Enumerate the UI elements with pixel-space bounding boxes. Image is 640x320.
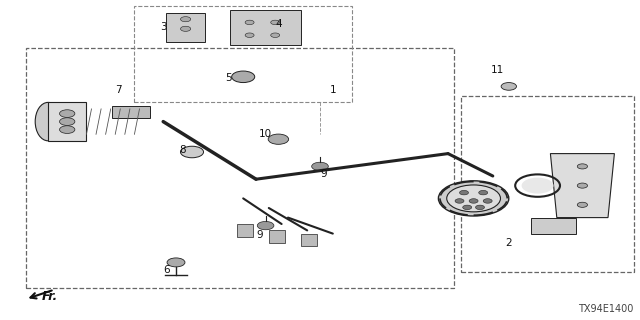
- Text: 3: 3: [160, 22, 166, 32]
- Circle shape: [312, 162, 328, 171]
- Circle shape: [501, 83, 516, 90]
- Text: 9: 9: [320, 169, 326, 180]
- Circle shape: [522, 178, 554, 194]
- Circle shape: [60, 118, 75, 125]
- Circle shape: [463, 205, 472, 210]
- Circle shape: [455, 199, 464, 203]
- Polygon shape: [48, 102, 86, 141]
- Circle shape: [438, 181, 509, 216]
- Text: 10: 10: [259, 129, 272, 140]
- Circle shape: [257, 221, 274, 230]
- Polygon shape: [237, 224, 253, 237]
- Text: TX94E1400: TX94E1400: [578, 304, 634, 314]
- Polygon shape: [531, 218, 576, 234]
- Circle shape: [60, 126, 75, 133]
- Circle shape: [60, 110, 75, 117]
- Polygon shape: [166, 13, 205, 42]
- Circle shape: [577, 202, 588, 207]
- Circle shape: [180, 26, 191, 31]
- Circle shape: [245, 33, 254, 37]
- Polygon shape: [230, 10, 301, 45]
- Text: 1: 1: [330, 84, 336, 95]
- Circle shape: [483, 199, 492, 203]
- Circle shape: [447, 185, 500, 212]
- Polygon shape: [301, 234, 317, 246]
- Polygon shape: [269, 230, 285, 243]
- Circle shape: [577, 183, 588, 188]
- Circle shape: [167, 258, 185, 267]
- Circle shape: [271, 33, 280, 37]
- Text: 9: 9: [256, 230, 262, 240]
- Text: Fr.: Fr.: [42, 290, 58, 302]
- Circle shape: [180, 17, 191, 22]
- Polygon shape: [112, 106, 150, 118]
- Circle shape: [460, 190, 468, 195]
- Text: 11: 11: [492, 65, 504, 76]
- Circle shape: [232, 71, 255, 83]
- Circle shape: [479, 190, 488, 195]
- Text: 8: 8: [179, 145, 186, 156]
- Circle shape: [271, 20, 280, 25]
- Text: 6: 6: [163, 265, 170, 276]
- Text: 2: 2: [506, 238, 512, 248]
- Ellipse shape: [35, 102, 61, 141]
- Polygon shape: [550, 154, 614, 218]
- Circle shape: [476, 205, 484, 210]
- Circle shape: [180, 146, 204, 158]
- Circle shape: [245, 20, 254, 25]
- Circle shape: [469, 199, 478, 203]
- Circle shape: [268, 134, 289, 144]
- Text: 7: 7: [115, 84, 122, 95]
- Text: 5: 5: [225, 73, 232, 84]
- Circle shape: [577, 164, 588, 169]
- Text: 4: 4: [275, 19, 282, 29]
